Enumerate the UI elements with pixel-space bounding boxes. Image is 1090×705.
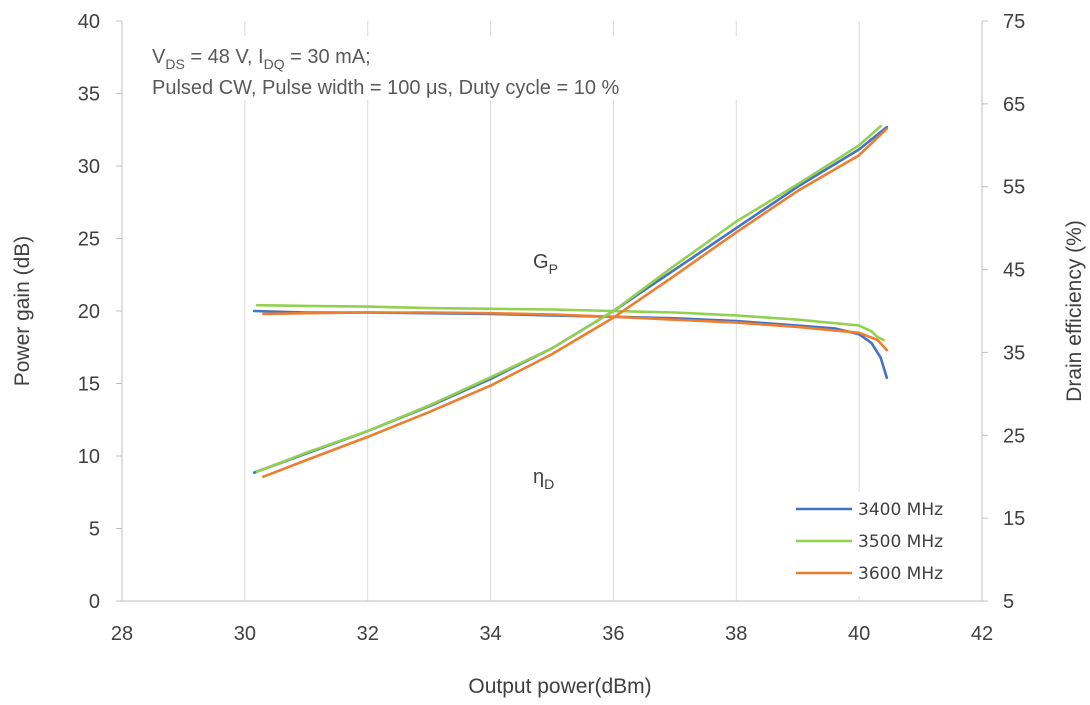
series-lines xyxy=(252,124,889,479)
x-tick-label: 32 xyxy=(357,623,379,645)
x-tick-label: 28 xyxy=(111,623,133,645)
y2-tick-label: 15 xyxy=(1003,508,1025,530)
y-tick-label: 40 xyxy=(78,11,100,33)
conditions-box xyxy=(142,36,807,100)
series-line-efficiency-3400-mhz xyxy=(252,125,889,474)
y2-tick-labels: 5 15 25 35 45 55 65 75 xyxy=(1003,11,1025,613)
series-line-efficiency-3500-mhz xyxy=(255,124,882,474)
y2-tick-label: 45 xyxy=(1003,260,1025,282)
series-line-gain-3500-mhz xyxy=(255,303,886,342)
x-tick-label: 36 xyxy=(602,623,624,645)
axes xyxy=(116,20,988,602)
conditions-line-2: Pulsed CW, Pulse width = 100 μs, Duty cy… xyxy=(152,77,620,99)
y-tick-label: 35 xyxy=(78,84,100,106)
y2-tick-label: 55 xyxy=(1003,177,1025,199)
y-tick-labels: 0 5 10 15 20 25 30 35 40 xyxy=(78,11,100,613)
x-tick-label: 34 xyxy=(479,623,501,645)
y-tick-label: 10 xyxy=(78,446,100,468)
grid xyxy=(244,21,860,601)
legend-label: 3600 MHz xyxy=(858,564,943,584)
x-tick-label: 30 xyxy=(234,623,256,645)
y2-tick-label: 25 xyxy=(1003,425,1025,447)
y-tick-label: 25 xyxy=(78,229,100,251)
y-tick-label: 0 xyxy=(89,591,100,613)
y-tick-label: 30 xyxy=(78,156,100,178)
y2-tick-label: 5 xyxy=(1003,591,1014,613)
efficiency-curve-label: ηD xyxy=(533,466,554,492)
y-tick-label: 20 xyxy=(78,301,100,323)
x-tick-labels: 28 30 32 34 36 38 40 42 xyxy=(111,623,993,645)
x-tick-label: 38 xyxy=(725,623,747,645)
gain-curve-label: GP xyxy=(533,251,558,277)
y2-tick-label: 75 xyxy=(1003,11,1025,33)
y-axis-title: Power gain (dB) xyxy=(11,236,34,387)
series-line-efficiency-3600-mhz xyxy=(261,127,889,479)
x-tick-label: 42 xyxy=(971,623,993,645)
legend: 3400 MHz 3500 MHz 3600 MHz xyxy=(796,500,943,584)
conditions-line-1: VDS = 48 V, IDQ = 30 mA; xyxy=(152,46,371,72)
y-tick-label: 5 xyxy=(89,519,100,541)
x-axis-title: Output power(dBm) xyxy=(468,675,651,698)
legend-label: 3400 MHz xyxy=(858,500,943,520)
y2-tick-label: 35 xyxy=(1003,342,1025,364)
y2-axis-title: Drain efficiency (%) xyxy=(1063,220,1086,402)
x-tick-label: 40 xyxy=(848,623,870,645)
y-tick-label: 15 xyxy=(78,374,100,396)
legend-label: 3500 MHz xyxy=(858,532,943,552)
y2-tick-label: 65 xyxy=(1003,94,1025,116)
